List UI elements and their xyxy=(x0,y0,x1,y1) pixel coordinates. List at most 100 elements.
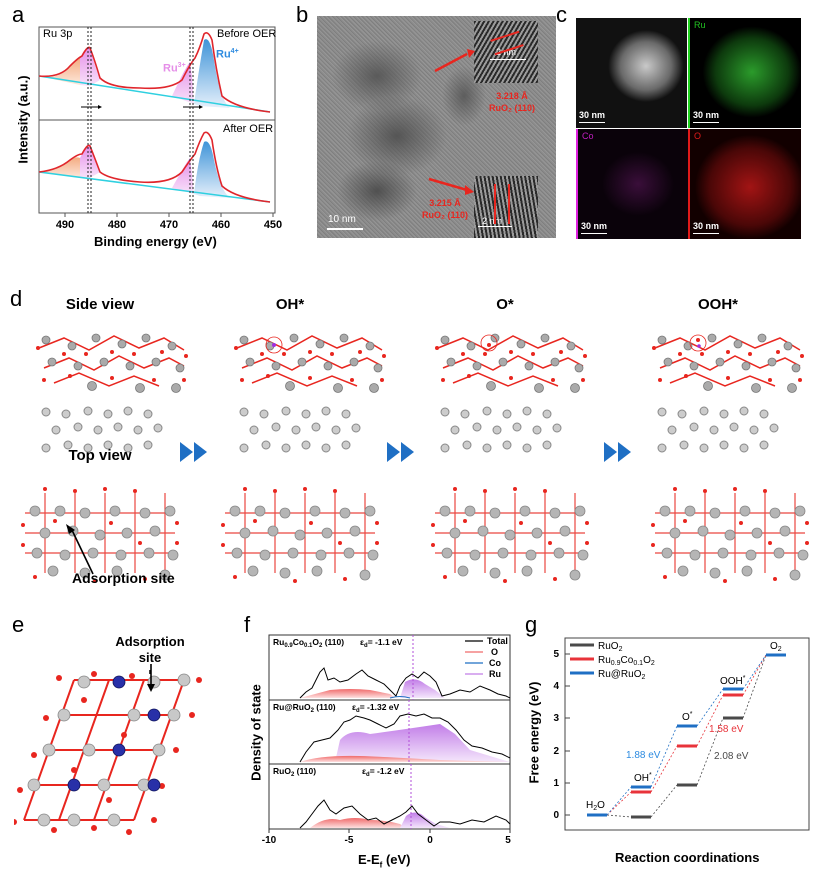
tem-image: 2 nm 2 nm 3.218 Å RuO₂ (110) 3.215 Å RuO₂ … xyxy=(317,16,556,238)
tem-scale-text: 10 nm xyxy=(328,214,356,225)
svg-text:470: 470 xyxy=(160,219,178,231)
lattice-fringe-marker xyxy=(494,184,510,224)
panel-label-g: g xyxy=(525,612,538,637)
svg-text:RuO2: RuO2 xyxy=(598,641,623,653)
e-adsorption-site-label: Adsorption site xyxy=(115,634,185,665)
svg-text:4: 4 xyxy=(553,681,559,692)
a-xlabel: Binding energy (eV) xyxy=(94,234,217,249)
double-chevron-arrow-icon xyxy=(180,442,207,462)
panel-label-b: b xyxy=(296,2,309,27)
svg-text:460: 460 xyxy=(212,219,230,231)
double-chevron-arrow-icon xyxy=(387,442,414,462)
map-element-label: Co xyxy=(582,131,594,141)
inset-top-scale-text: 2 nm xyxy=(496,47,517,57)
panel-label-c: c xyxy=(556,2,567,27)
d-title-side-view: Side view xyxy=(65,296,135,313)
d-title-oh: OH* xyxy=(275,296,305,313)
f-xlabel: E-Ef (eV) xyxy=(358,852,411,870)
co-map: Co 30 nm xyxy=(576,129,689,239)
svg-text:H2O: H2O xyxy=(586,800,605,812)
inset-top-scalebar xyxy=(490,59,526,60)
g-legend: RuO2 Ru0.9Co0.1O2 Ru@RuO2 xyxy=(570,641,655,681)
xps-after-oer xyxy=(38,131,271,203)
annot-2-08: 2.08 eV xyxy=(714,751,749,762)
d-title-ooh: OOH* xyxy=(697,296,738,313)
svg-text:RuO2 (110): RuO2 (110) xyxy=(273,766,316,778)
scalebar xyxy=(579,122,605,123)
scale-text: 30 nm xyxy=(581,221,608,231)
arrow-down-icon xyxy=(147,664,155,692)
svg-text:εd= -1.1 eV: εd= -1.1 eV xyxy=(360,637,403,649)
map-element-label: Ru xyxy=(694,20,706,30)
svg-text:O*: O* xyxy=(682,711,693,723)
ru-map: Ru 30 nm xyxy=(688,18,801,128)
svg-text:3: 3 xyxy=(553,713,559,724)
scale-text: 30 nm xyxy=(579,110,606,120)
tem-arrows xyxy=(428,49,475,195)
a-ylabel: Intensity (a.u.) xyxy=(15,75,31,164)
panel-label-d: d xyxy=(10,286,23,311)
shift-arrow-icon xyxy=(81,105,203,109)
a-after-label: After OER xyxy=(223,123,274,135)
scale-text: 30 nm xyxy=(693,110,720,120)
free-energy-chart: 0 1 2 3 4 5 xyxy=(520,610,816,873)
pdos-ruo2 xyxy=(299,799,511,829)
panel-label-a: a xyxy=(12,2,25,27)
a-before-label: Before OER xyxy=(217,28,277,40)
f-ylabel: Density of state xyxy=(248,684,264,781)
svg-text:OH*: OH* xyxy=(634,772,652,784)
adsorption-site-label: Adsorption site xyxy=(72,570,175,586)
d-title-top-view: Top view xyxy=(68,447,132,464)
svg-text:5: 5 xyxy=(505,835,511,846)
inset-bottom-scale-text: 2 nm xyxy=(482,216,503,226)
svg-text:1: 1 xyxy=(553,778,559,789)
double-chevron-arrow-icon xyxy=(604,442,631,462)
ru4-label: Ru4+ xyxy=(216,48,239,61)
map-element-label: O xyxy=(694,131,702,141)
scalebar xyxy=(693,233,719,234)
scalebar xyxy=(693,122,719,123)
xps-chart: 490 480 470 460 450 Ru 3p Before OER Aft… xyxy=(0,0,300,260)
tem-scalebar xyxy=(327,228,363,230)
annot-1-88: 1.88 eV xyxy=(626,750,661,761)
svg-text:Ru0.9Co0.1O2 (110): Ru0.9Co0.1O2 (110) xyxy=(273,637,344,649)
svg-text:490: 490 xyxy=(56,219,74,231)
scale-text: 30 nm xyxy=(693,221,720,231)
svg-text:480: 480 xyxy=(108,219,126,231)
xps-before-oer xyxy=(38,32,271,113)
panel-label-f: f xyxy=(244,612,251,637)
crystal-structure xyxy=(14,670,202,835)
xps-plot: 490 480 470 460 450 xyxy=(38,26,282,231)
slab-models xyxy=(20,333,810,584)
ru3-label: Ru3+ xyxy=(163,62,186,75)
svg-text:Ru: Ru xyxy=(489,669,501,679)
pdos-legend: Total O Co Ru xyxy=(465,636,508,679)
svg-text:OOH*: OOH* xyxy=(720,675,746,687)
svg-text:Ru0.9Co0.1O2: Ru0.9Co0.1O2 xyxy=(598,655,655,667)
svg-text:-10: -10 xyxy=(262,835,277,846)
svg-text:450: 450 xyxy=(264,219,282,231)
scalebar xyxy=(581,233,607,234)
adsorbate-marker xyxy=(265,336,283,354)
tem-annotation-bottom: 3.215 Å RuO₂ (110) xyxy=(421,198,468,220)
svg-text:O: O xyxy=(491,647,498,657)
hrtem-inset-top: 2 nm xyxy=(474,21,538,83)
series-ru09co01o2 xyxy=(606,654,767,816)
svg-text:5: 5 xyxy=(553,649,559,660)
tem-annotation-top: 3.218 Å RuO₂ (110) xyxy=(488,91,535,113)
annot-1-58: 1.58 eV xyxy=(709,724,744,735)
pdos-ru-at-ruo2 xyxy=(299,713,511,763)
svg-text:Co: Co xyxy=(489,658,501,668)
svg-text:-5: -5 xyxy=(345,835,354,846)
svg-text:Ru@RuO2 (110): Ru@RuO2 (110) xyxy=(273,702,336,714)
g-ylabel: Free energy (eV) xyxy=(526,681,542,784)
series-ru-at-ruo2 xyxy=(587,653,786,817)
pdos-chart: Total O Co Ru Ru0.9Co0.1O2 (110) εd= -1.… xyxy=(240,610,520,873)
svg-text:2: 2 xyxy=(553,746,559,757)
d-title-o: O* xyxy=(496,296,514,313)
svg-text:Total: Total xyxy=(487,636,508,646)
svg-text:εd= -1.32 eV: εd= -1.32 eV xyxy=(352,702,400,714)
svg-text:εd= -1.2 eV: εd= -1.2 eV xyxy=(362,766,405,778)
svg-text:Ru@RuO2: Ru@RuO2 xyxy=(598,669,646,681)
hrtem-inset-bottom: 2 nm xyxy=(474,176,538,238)
